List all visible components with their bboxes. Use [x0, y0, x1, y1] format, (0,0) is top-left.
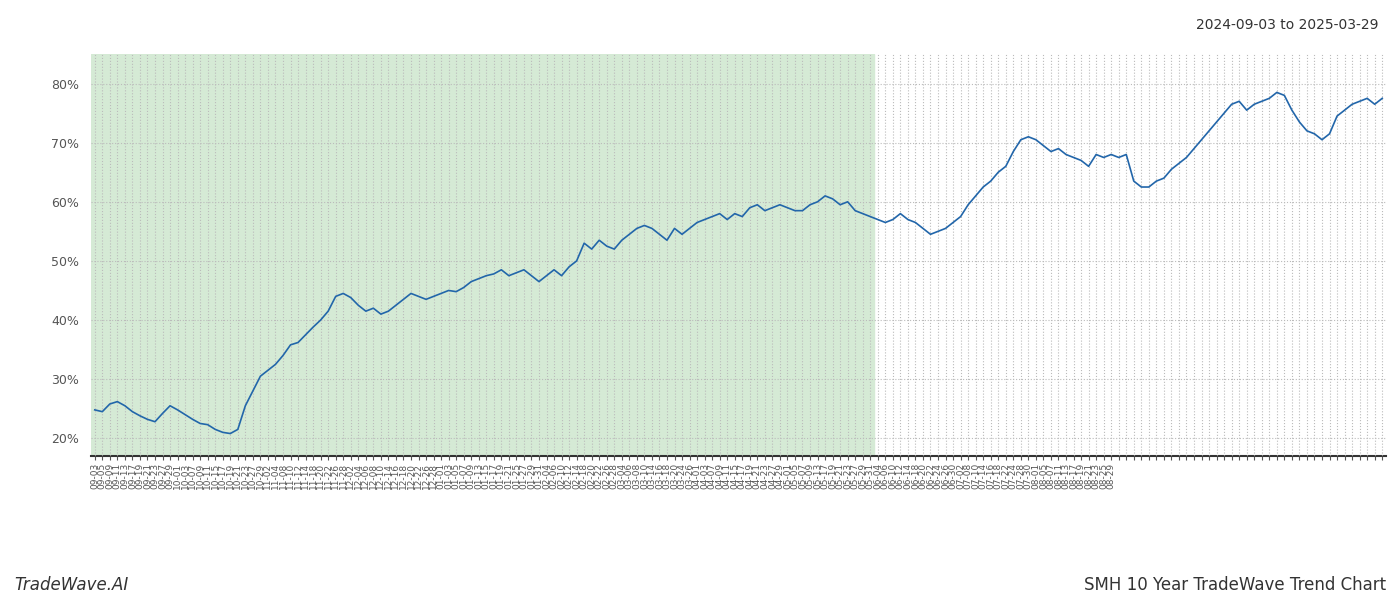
Text: 2024-09-03 to 2025-03-29: 2024-09-03 to 2025-03-29 [1197, 18, 1379, 32]
Bar [91, 54, 874, 456]
Text: TradeWave.AI: TradeWave.AI [14, 576, 129, 594]
Text: SMH 10 Year TradeWave Trend Chart: SMH 10 Year TradeWave Trend Chart [1084, 576, 1386, 594]
